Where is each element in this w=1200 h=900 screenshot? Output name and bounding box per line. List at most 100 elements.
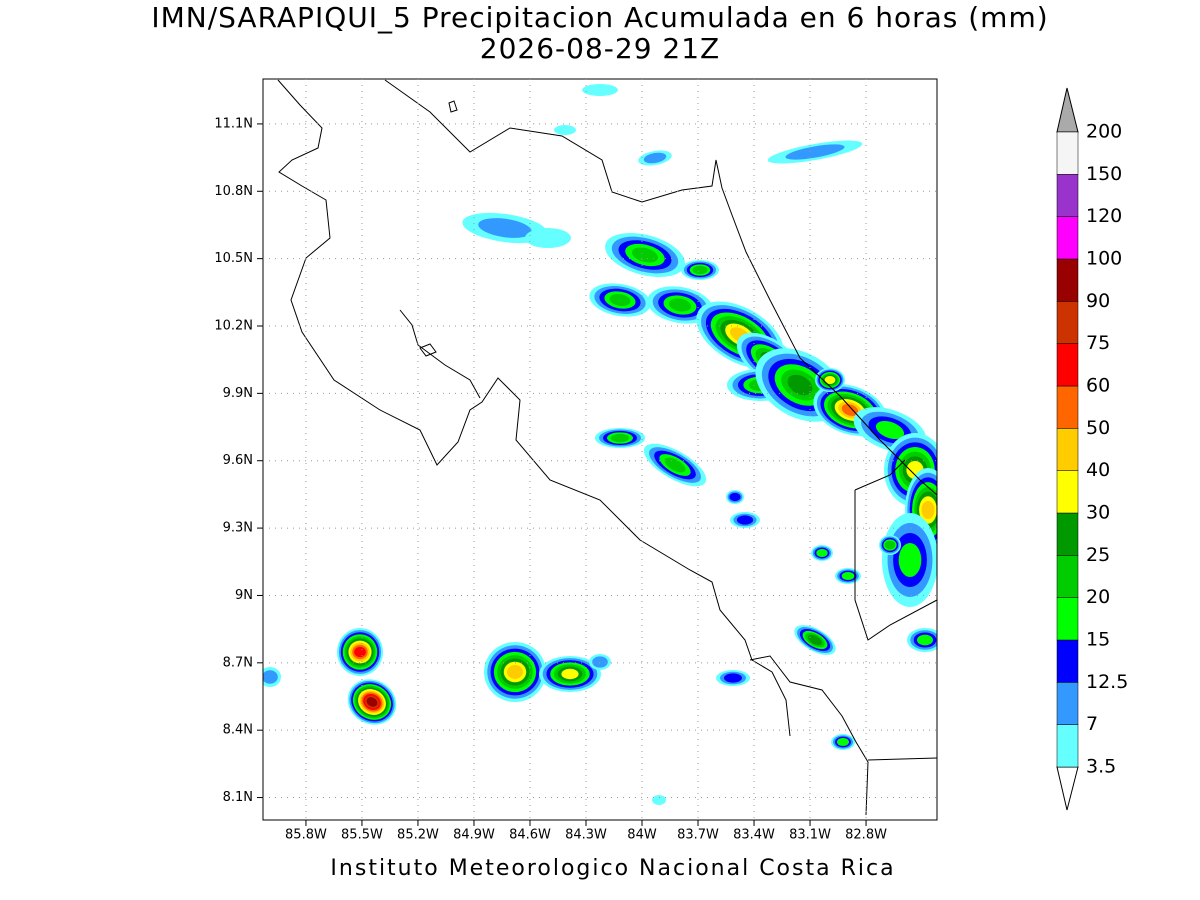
island <box>419 343 437 357</box>
precip-area <box>875 420 905 440</box>
colorbar-label: 7 <box>1086 713 1098 735</box>
precip-area <box>808 634 822 646</box>
precip-area <box>525 228 571 248</box>
coastline <box>399 309 481 399</box>
colorbar-bin <box>1056 682 1079 725</box>
precip-area <box>263 670 278 684</box>
x-tick-label: 85.5W <box>341 828 383 843</box>
y-tick-label: 8.7N <box>223 655 253 670</box>
precip-area <box>692 265 708 275</box>
colorbar-label: 12.5 <box>1086 671 1128 693</box>
precip-area <box>816 549 828 557</box>
precip-area <box>366 697 378 707</box>
precip-area <box>507 665 523 679</box>
x-tick-label: 83.4W <box>733 828 775 843</box>
x-tick-label: 85.8W <box>285 828 327 843</box>
border <box>854 459 906 491</box>
coastline <box>277 79 791 737</box>
precip-area <box>668 298 692 312</box>
colorbar-label: 15 <box>1086 629 1110 651</box>
precip-area <box>729 492 741 502</box>
colorbar-label: 60 <box>1086 375 1110 397</box>
x-tick-label: 84W <box>627 828 657 843</box>
precip-area <box>354 646 366 658</box>
y-tick-label: 9.6N <box>223 453 253 468</box>
colorbar-bin <box>1056 470 1079 514</box>
colorbar-label: 50 <box>1086 417 1110 439</box>
coastline <box>749 655 869 816</box>
precip-area <box>884 540 896 550</box>
map-frame <box>262 78 938 821</box>
colorbar-label: 90 <box>1086 290 1110 312</box>
precip-area <box>837 738 849 746</box>
colorbar-label: 30 <box>1086 502 1110 524</box>
precip-area <box>917 634 933 646</box>
coastlines <box>277 79 937 816</box>
precip-area <box>554 125 576 135</box>
precip-area <box>724 673 742 683</box>
precip-area <box>611 433 629 443</box>
x-tick-label: 82.8W <box>845 828 887 843</box>
x-tick-label: 83.7W <box>677 828 719 843</box>
colorbar-label: 150 <box>1086 163 1122 185</box>
colorbar-bin <box>1056 258 1079 302</box>
precip-area <box>478 218 532 238</box>
x-tick-label: 85.2W <box>397 828 439 843</box>
colorbar-bin <box>1056 597 1079 641</box>
y-tick-label: 9N <box>235 588 253 603</box>
colorbar-label: 200 <box>1086 121 1122 143</box>
chart-title: IMN/SARAPIQUI_5 Precipitacion Acumulada … <box>151 1 1048 34</box>
colorbar-bin <box>1056 343 1079 387</box>
colorbar-bin <box>1056 639 1079 683</box>
precipitation <box>263 84 937 805</box>
colorbar-label: 75 <box>1086 332 1110 354</box>
colorbar-bin <box>1056 174 1079 217</box>
precip-area <box>921 500 935 520</box>
colorbar-bin <box>1056 724 1079 768</box>
footer: Instituto Meteorologico Nacional Costa R… <box>330 856 895 881</box>
colorbar-label: 40 <box>1086 459 1110 481</box>
x-tick-label: 84.9W <box>453 828 495 843</box>
colorbar-label: 25 <box>1086 544 1110 566</box>
colorbar-label: 120 <box>1086 205 1122 227</box>
precip-area <box>643 152 667 164</box>
colorbar-bin <box>1056 385 1079 429</box>
precip-area <box>736 515 754 525</box>
colorbar-bin <box>1056 216 1079 260</box>
y-tick-label: 9.9N <box>223 386 253 401</box>
precip-area <box>898 543 922 577</box>
colorbar-label: 20 <box>1086 586 1110 608</box>
coastline <box>867 757 937 761</box>
y-tick-label: 11.1N <box>214 116 253 131</box>
border <box>854 490 937 641</box>
precip-area <box>561 668 579 680</box>
y-tick-label: 8.1N <box>223 790 253 805</box>
precip-area <box>824 376 836 384</box>
colorbar-label: 100 <box>1086 248 1122 270</box>
chart-subtitle: 2026-08-29 21Z <box>480 32 720 65</box>
colorbar-bin <box>1056 512 1079 556</box>
island <box>448 100 458 113</box>
precip-area <box>592 656 608 668</box>
precip-area <box>785 144 845 160</box>
x-tick-label: 83.1W <box>789 828 831 843</box>
axes: 85.8W 85.5W 85.2W 84.9W 84.6W 84.3W 84W 83.7W 83… <box>214 79 937 843</box>
colorbar: 3.5 7 12.5 15 20 25 30 40 50 60 75 90 100 120 150 200 <box>1056 87 1128 811</box>
precip-area <box>841 404 859 416</box>
y-tick-label: 10.8N <box>214 184 253 199</box>
y-tick-label: 10.2N <box>214 319 253 334</box>
x-tick-label: 84.3W <box>565 828 607 843</box>
precip-area <box>609 293 631 307</box>
precip-area <box>631 247 659 263</box>
y-tick-label: 10.5N <box>214 251 253 266</box>
colorbar-bin <box>1056 555 1079 598</box>
precip-area <box>652 795 666 805</box>
x-tick-label: 84.6W <box>509 828 551 843</box>
precip-area <box>582 84 618 96</box>
precip-area <box>664 457 686 473</box>
colorbar-label: 3.5 <box>1086 756 1116 778</box>
y-tick-label: 9.3N <box>223 521 253 536</box>
precip-area <box>787 374 813 396</box>
